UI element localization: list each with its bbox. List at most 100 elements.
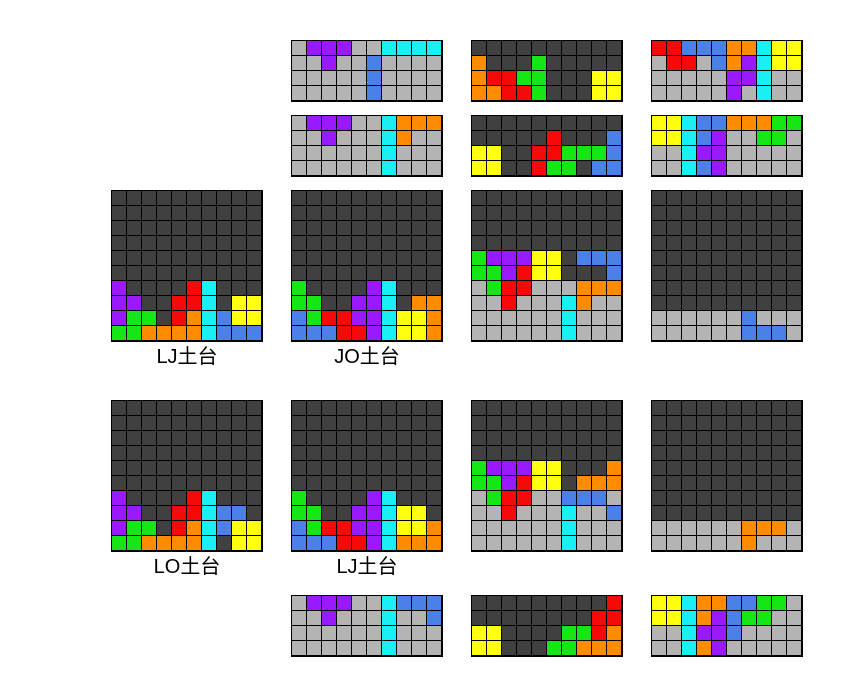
board-cell [382, 191, 397, 206]
board-cell [532, 611, 547, 626]
board-cell [427, 641, 441, 655]
board-cell [187, 536, 202, 550]
board-cell [742, 401, 757, 416]
board-cell [607, 491, 621, 506]
board-cell [757, 71, 772, 86]
board-cell [787, 266, 801, 281]
board-cell [307, 401, 322, 416]
board-cell [772, 476, 787, 491]
board-cell [532, 476, 547, 491]
board-jo-foundation [291, 190, 443, 342]
board-cell [697, 41, 712, 56]
board-cell [202, 266, 217, 281]
board-cell [322, 41, 337, 56]
board-cell [472, 296, 487, 311]
board-cell [787, 536, 801, 550]
board-cell [487, 626, 502, 641]
board-cell [712, 401, 727, 416]
board-cell [292, 116, 307, 131]
board-cell [607, 641, 621, 655]
board-jo-final [651, 190, 803, 342]
board-cell [157, 266, 172, 281]
board-cell [112, 536, 127, 550]
board-cell [142, 296, 157, 311]
board-cell [367, 191, 382, 206]
board-cell [517, 521, 532, 536]
board-cell [412, 206, 427, 221]
board-cell [412, 116, 427, 131]
board-cell [502, 536, 517, 550]
board-cell [427, 506, 441, 521]
board-cell [712, 71, 727, 86]
board-cell [157, 296, 172, 311]
board-cell [772, 236, 787, 251]
board-cell [352, 641, 367, 655]
board-cell [697, 311, 712, 326]
board-cell [172, 311, 187, 326]
board-cell [607, 416, 621, 431]
board-cell [502, 401, 517, 416]
board-cell [502, 116, 517, 131]
board-cell [472, 71, 487, 86]
board-cell [337, 461, 352, 476]
board-cell [322, 506, 337, 521]
board-cell [112, 476, 127, 491]
board-cell [337, 191, 352, 206]
board-cell [697, 416, 712, 431]
board-cell [427, 191, 441, 206]
board-cell [697, 251, 712, 266]
board-cell [142, 221, 157, 236]
board-cell [562, 461, 577, 476]
board-cell [787, 116, 801, 131]
board-cell [757, 461, 772, 476]
board-cell [112, 446, 127, 461]
board-cell [727, 41, 742, 56]
board-cell [652, 431, 667, 446]
board-cell [652, 596, 667, 611]
board-cell [772, 56, 787, 71]
board-cell [577, 641, 592, 655]
board-cell [292, 461, 307, 476]
board-cell [502, 281, 517, 296]
board-mid-a [291, 115, 443, 177]
board-cell [607, 326, 621, 340]
board-cell [337, 221, 352, 236]
board-cell [157, 251, 172, 266]
board-cell [487, 296, 502, 311]
board-cell [742, 281, 757, 296]
board-cell [367, 161, 382, 175]
board-cell [787, 641, 801, 655]
board-cell [337, 446, 352, 461]
board-cell [697, 131, 712, 146]
board-cell [757, 446, 772, 461]
board-cell [352, 506, 367, 521]
board-cell [352, 281, 367, 296]
board-cell [112, 221, 127, 236]
board-cell [517, 191, 532, 206]
board-cell [487, 71, 502, 86]
board-cell [517, 206, 532, 221]
board-cell [472, 266, 487, 281]
board-cell [472, 281, 487, 296]
board-cell [202, 221, 217, 236]
board-cell [652, 161, 667, 175]
board-cell [217, 476, 232, 491]
board-cell [757, 161, 772, 175]
board-cell [772, 206, 787, 221]
board-cell [592, 626, 607, 641]
board-bot-b [471, 595, 623, 657]
board-cell [562, 596, 577, 611]
board-cell [772, 266, 787, 281]
board-cell [547, 311, 562, 326]
board-cell [592, 191, 607, 206]
board-cell [487, 266, 502, 281]
board-cell [397, 251, 412, 266]
board-cell [547, 476, 562, 491]
board-cell [562, 131, 577, 146]
board-cell [292, 236, 307, 251]
board-cell [667, 71, 682, 86]
board-cell [712, 86, 727, 100]
board-cell [787, 491, 801, 506]
board-cell [217, 191, 232, 206]
board-cell [577, 461, 592, 476]
